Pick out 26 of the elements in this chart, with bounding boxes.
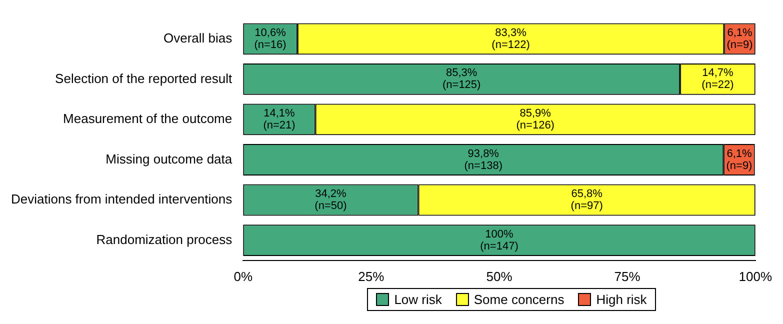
x-tick-label: 0% [234,268,253,284]
y-tick-label: Overall bias [163,30,233,46]
data-label: 6,1% (n=9) [726,26,753,51]
x-tick-label: 75% [614,268,641,284]
text: Low risk [394,292,442,307]
legend-label: High risk [596,292,647,307]
data-label: 65,8% (n=97) [570,188,603,212]
y-tick-label: Selection of the reported result [55,70,232,86]
x-tick-label: 50% [486,268,513,284]
y-tick-label: Deviations from intended interventions [10,192,233,207]
y-tick-label: Randomization process [96,232,233,247]
data-label: 85,3% (n=125) [442,67,481,92]
y-tick-label: Measurement of the outcome [63,111,232,126]
legend-label: Some concerns [474,292,564,307]
data-label: 85,9% (n=126) [516,108,554,132]
data-label: 93,8% (n=138) [464,148,502,172]
data-label: 14,1% (n=21) [263,108,296,132]
data-label: 14,7% (n=22) [702,67,734,92]
y-tick-label: Missing outcome data [106,151,233,166]
x-tick-label: 25% [358,268,385,284]
data-label: 6,1% (n=9) [726,148,752,172]
data-label: 34,2% (n=50) [314,188,347,212]
x-tick-label: 100% [738,268,772,284]
data-label: 83,3% (n=122) [492,26,530,51]
data-label: 10,6% (n=16) [254,26,286,51]
data-label: 100% (n=147) [480,228,518,252]
